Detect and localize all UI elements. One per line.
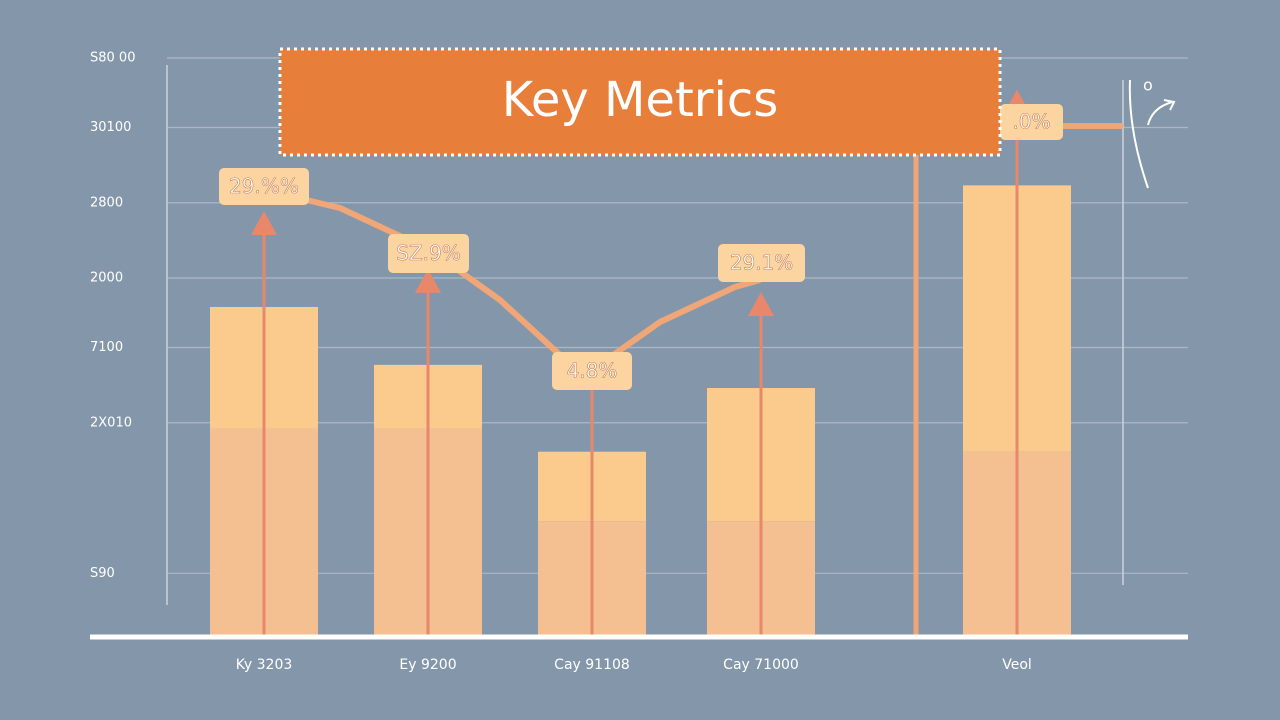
x-tick-label: Ey 9200 <box>399 657 456 673</box>
y-tick-label: 2800 <box>90 195 123 210</box>
callout-box <box>552 352 632 390</box>
arrow-head <box>748 292 774 317</box>
callout-label: .0% <box>1012 110 1050 134</box>
callout-box <box>219 168 309 205</box>
corner-icon <box>1128 79 1176 189</box>
callout-label: 29.1% <box>730 251 794 275</box>
y-tick-label: 30100 <box>90 120 131 135</box>
callout-label: SZ.9% <box>396 241 460 265</box>
bars: Ky 3203 Ey 9200 Cay 91108 Cay 71000 Veol <box>210 89 1071 673</box>
title-box <box>278 47 1002 157</box>
y-tick-label: 2X010 <box>90 415 132 430</box>
callout-label: 4.8% <box>567 359 618 383</box>
y-tick-label: 2000 <box>90 271 123 286</box>
y-tick-label: S90 <box>90 566 115 581</box>
y-tick-label: S80 00 <box>90 51 135 66</box>
arrow-head <box>415 268 441 293</box>
annotations: 29.%% SZ.9% 4.8% 29.1% .0% <box>219 104 1063 390</box>
x-tick-label: Cay 71000 <box>723 657 799 673</box>
arrow-head <box>251 210 277 235</box>
x-tick-label: Veol <box>1002 657 1032 673</box>
callout-box <box>388 234 469 273</box>
callout-label: 29.%% <box>229 174 299 198</box>
corner-glyph: o <box>1143 76 1153 95</box>
callout-box <box>1000 104 1063 140</box>
x-tick-label: Cay 91108 <box>554 657 630 673</box>
callout-box <box>718 244 805 282</box>
x-tick-label: Ky 3203 <box>236 657 293 673</box>
y-tick-label: 7100 <box>90 340 123 355</box>
chart-title: Key Metrics <box>502 72 779 128</box>
